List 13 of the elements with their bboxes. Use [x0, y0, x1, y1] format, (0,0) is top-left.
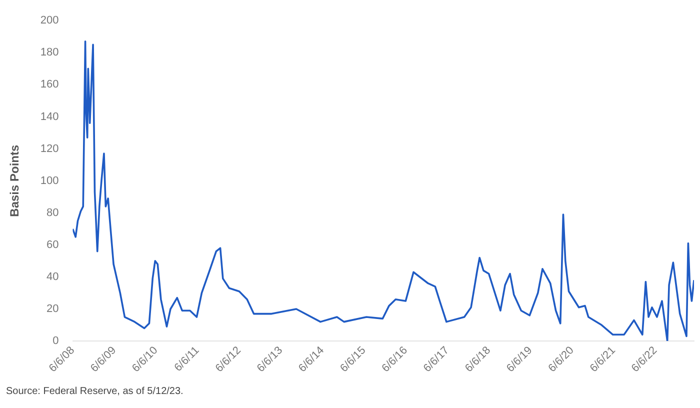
y-tick-label: 140 — [40, 110, 59, 123]
y-tick-label: 120 — [40, 142, 59, 155]
y-tick-label: 160 — [40, 78, 59, 91]
y-tick-label: 0 — [52, 335, 59, 348]
y-tick-label: 100 — [40, 174, 59, 187]
y-tick-label: 180 — [40, 46, 59, 59]
y-tick-label: 60 — [46, 238, 59, 251]
y-tick-label: 40 — [46, 270, 59, 283]
y-tick-label: 200 — [40, 14, 59, 27]
source-note: Source: Federal Reserve, as of 5/12/23. — [6, 386, 184, 397]
y-tick-label: 80 — [46, 206, 59, 219]
y-tick-label: 20 — [46, 303, 59, 316]
y-axis-title: Basis Points — [8, 144, 22, 217]
